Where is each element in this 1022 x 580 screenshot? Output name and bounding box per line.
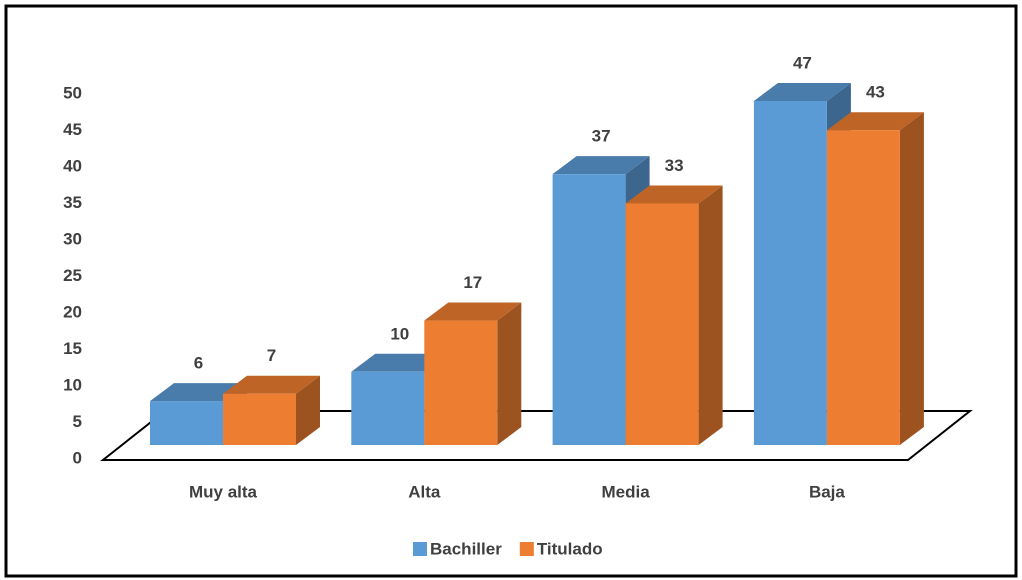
y-tick-label: 20	[63, 302, 82, 321]
legend-label: Titulado	[537, 539, 603, 558]
bar-side	[296, 375, 320, 445]
bar-top	[826, 112, 924, 131]
bar-top	[625, 185, 723, 204]
bar-top	[150, 383, 247, 402]
data-label: 47	[793, 53, 812, 72]
bar-front	[223, 393, 296, 445]
y-tick-label: 30	[63, 229, 82, 248]
bar-front	[351, 371, 425, 445]
bar-front	[424, 320, 498, 445]
bar-top	[351, 353, 449, 372]
data-label: 43	[866, 83, 885, 102]
bar-top	[223, 375, 320, 394]
x-tick-label: Alta	[408, 482, 441, 501]
x-tick-label: Media	[602, 482, 651, 501]
bar	[826, 112, 924, 446]
legend-swatch	[413, 542, 427, 556]
y-tick-label: 35	[63, 193, 82, 212]
y-tick-label: 25	[63, 266, 82, 285]
bar-front	[826, 130, 900, 446]
bar-top	[753, 82, 851, 101]
y-tick-label: 5	[73, 412, 82, 431]
bar-front	[150, 401, 223, 445]
bar-side	[497, 302, 522, 445]
y-tick-label: 10	[63, 375, 82, 394]
bar	[625, 185, 723, 445]
data-label: 7	[267, 346, 276, 365]
data-label: 6	[194, 354, 203, 373]
y-tick-label: 45	[63, 120, 82, 139]
legend-label: Bachiller	[430, 539, 502, 558]
y-tick-label: 15	[63, 339, 82, 358]
x-tick-label: Muy alta	[189, 482, 258, 501]
bar	[223, 375, 320, 445]
bar-top	[552, 156, 650, 175]
data-label: 37	[592, 127, 611, 146]
bar	[424, 302, 522, 445]
bar-front	[552, 174, 626, 445]
y-tick-label: 40	[63, 156, 82, 175]
y-tick-label: 50	[63, 83, 82, 102]
bar-front	[625, 203, 699, 445]
data-label: 33	[665, 156, 684, 175]
data-label: 10	[390, 324, 409, 343]
data-label: 17	[463, 273, 482, 292]
x-tick-label: Baja	[809, 482, 845, 501]
bar-side	[899, 112, 924, 446]
y-tick-label: 0	[73, 448, 82, 467]
bar-top	[424, 302, 522, 321]
bar-front	[753, 100, 827, 446]
bar-side	[698, 185, 723, 445]
legend-swatch	[519, 542, 534, 556]
